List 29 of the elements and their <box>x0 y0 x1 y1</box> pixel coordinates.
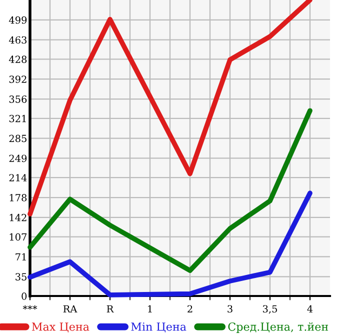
y-tick-label: 142 <box>10 214 26 222</box>
legend-label: Сред.Цена, т.йен <box>228 322 328 333</box>
y-tick-label: 107 <box>10 233 27 241</box>
line-series <box>28 108 312 273</box>
y-tick-label: 249 <box>9 154 27 162</box>
y-tick-label: 35 <box>16 273 26 280</box>
line-series <box>28 0 312 217</box>
y-tick-label: 499 <box>8 16 27 24</box>
x-tick-label: 3,5 <box>263 305 277 314</box>
x-tick-label: 1 <box>148 305 152 312</box>
y-tick-label: 428 <box>8 56 27 64</box>
x-tick-label: 2 <box>188 305 192 312</box>
legend-label: Min Цена <box>131 322 186 332</box>
y-tick-label: 463 <box>8 36 26 44</box>
x-tick-label: *** <box>22 305 38 310</box>
x-tick-label: 3 <box>228 305 232 313</box>
line-series <box>28 190 312 298</box>
y-tick-label: 321 <box>9 114 26 122</box>
x-tick-label: R <box>106 305 114 312</box>
y-tick-label: 71 <box>16 253 26 260</box>
y-tick-label: 0 <box>22 292 27 300</box>
y-tick-label: 178 <box>10 194 27 202</box>
y-tick-label: 356 <box>9 96 27 103</box>
y-tick-label: 214 <box>9 174 27 182</box>
y-tick-label: 392 <box>9 76 26 83</box>
y-tick-label: 285 <box>9 134 26 142</box>
legend-label: Max Цена <box>32 322 90 332</box>
x-tick-label: RA <box>63 305 78 312</box>
x-tick-label: 4 <box>307 305 313 312</box>
